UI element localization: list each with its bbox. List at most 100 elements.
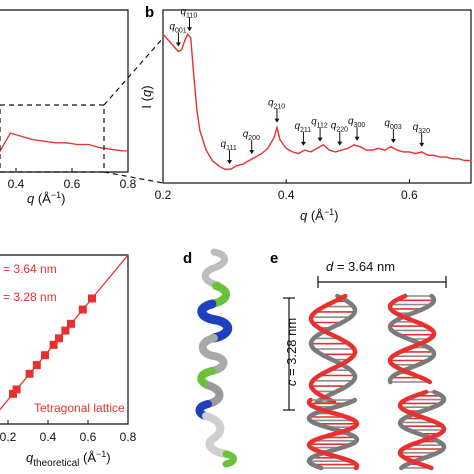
backbone-strand-1 (308, 293, 358, 405)
panel-a-x-ticks: 0.4 0.6 0.8 (8, 168, 137, 191)
panel-b-data-point (236, 165, 238, 167)
peak-label: q320 (413, 122, 430, 135)
zoom-connector-top (103, 37, 164, 106)
panel-b-data-point (162, 33, 164, 35)
panel-b-data-point (458, 158, 460, 160)
panel-a-tick-label: 0.6 (64, 177, 81, 191)
panel-b-data-point (285, 147, 287, 149)
panel-a-tick-label: 0.4 (8, 177, 25, 191)
helix-ribbon (195, 248, 237, 468)
panel-c-x-ticks: 0.2 0.4 0.6 0.8 (0, 420, 137, 444)
panel-c-data-point (78, 305, 87, 314)
panel-c-data-point (32, 361, 41, 370)
panel-b-data-point (297, 153, 300, 155)
panel-b-data-point (242, 163, 244, 165)
panel-d-letter: d (183, 250, 192, 267)
c-spacing-label: c = 3.28 nm (284, 318, 299, 386)
peak-arrowhead (300, 141, 306, 146)
panel-b-data-point (328, 149, 330, 151)
dna-helices (306, 293, 447, 471)
peak-arrowhead (317, 137, 323, 142)
panel-c: = 3.64 nm = 3.28 nm Tetragonal lattice 0… (0, 254, 137, 469)
panel-b-data-point (316, 147, 318, 149)
backbone-strand-2 (308, 293, 358, 405)
panel-b-data-point (445, 156, 447, 158)
peak-arrowhead (274, 118, 280, 123)
panel-b-data-point (408, 151, 410, 153)
peak-label: q300 (348, 116, 365, 129)
backbone-strand-2 (387, 293, 437, 385)
panel-a: 0.4 0.6 0.8 q (Å−1) (0, 9, 164, 206)
panel-c-plot (0, 254, 129, 411)
panel-b-data-point (384, 149, 386, 151)
panel-c-data-point (49, 340, 58, 349)
peak-arrowhead (186, 27, 192, 32)
panel-b-data-point (168, 40, 170, 42)
panel-b-data-point (451, 158, 454, 160)
panel-b-data-point (211, 159, 213, 162)
panel-c-annotation: Tetragonal lattice (34, 401, 125, 415)
peak-label: q200 (243, 129, 260, 142)
panel-b-data-point (433, 154, 435, 156)
panel-c-data-point (12, 385, 21, 394)
panel-d: d (183, 248, 237, 468)
helix-segment-gray-top (201, 248, 228, 289)
helix-segment-blue (197, 299, 233, 343)
panel-b-tick-label: 0.4 (278, 188, 295, 202)
panel-c-data-point (25, 369, 34, 378)
d-spacing-label: d = 3.64 nm (326, 259, 395, 274)
panel-b-data-point (276, 127, 278, 129)
panel-b-frame (162, 9, 472, 184)
panel-b-plot (162, 32, 472, 170)
panel-b-data-point (415, 153, 417, 155)
peak-label: q110 (180, 6, 197, 19)
panel-b-data-point (396, 149, 398, 151)
panel-b-data-point (217, 165, 219, 167)
dna-helix-top-right (387, 293, 437, 385)
panel-c-tick-label: 0.4 (40, 430, 57, 444)
panel-b-data-point (310, 151, 312, 153)
panel-b-data-point (279, 139, 281, 141)
panel-a-curve (0, 132, 128, 153)
panel-b-tick-label: 0.6 (401, 188, 418, 202)
backbone-strand-1 (387, 293, 437, 385)
panel-b-data-point (184, 40, 186, 42)
panel-c-data-point (88, 294, 96, 303)
panel-b-data-point (248, 159, 250, 162)
panel-b-data-point (378, 147, 380, 149)
panel-c-data-point (41, 351, 49, 360)
panel-b-data-point (470, 159, 472, 162)
peak-arrowhead (175, 42, 181, 47)
peak-label: q211 (294, 121, 311, 134)
panel-b-data-point (291, 151, 293, 153)
panel-b-data-point (180, 49, 183, 51)
panel-b-letter: b (145, 4, 154, 21)
panel-b-curve (162, 32, 471, 170)
dna-helix-bottom-right (397, 389, 447, 471)
panel-b-data-point (347, 147, 349, 149)
panel-b-ylabel: I (q) (139, 85, 154, 108)
panel-c-xlabel: qtheoretical (Å−1) (26, 449, 111, 469)
zoom-box (0, 104, 105, 173)
peak-arrowhead (390, 139, 396, 144)
panel-c-tick-label: 0.6 (80, 430, 97, 444)
panel-b-data-point (427, 154, 429, 156)
panel-c-fit-line (0, 254, 129, 411)
backbone-strand-1 (397, 389, 447, 471)
panel-e-letter: e (270, 250, 278, 267)
peak-label: q111 (221, 139, 237, 152)
panel-b-data-point (199, 130, 201, 132)
panel-b-data-point (224, 168, 226, 170)
panel-a-plot (0, 132, 128, 153)
panel-a-tick-label: 0.8 (120, 177, 137, 191)
panel-b-data-point (205, 149, 207, 151)
helix-segment-gray-bottom (202, 412, 230, 458)
panel-e: e d = 3.64 nm c = 3.28 nm (270, 250, 447, 471)
panel-b-data-point (190, 37, 192, 39)
peak-arrowhead (249, 150, 255, 155)
panel-b-data-point (273, 137, 275, 139)
peak-label: q210 (268, 98, 285, 111)
peak-arrowhead (227, 160, 233, 165)
